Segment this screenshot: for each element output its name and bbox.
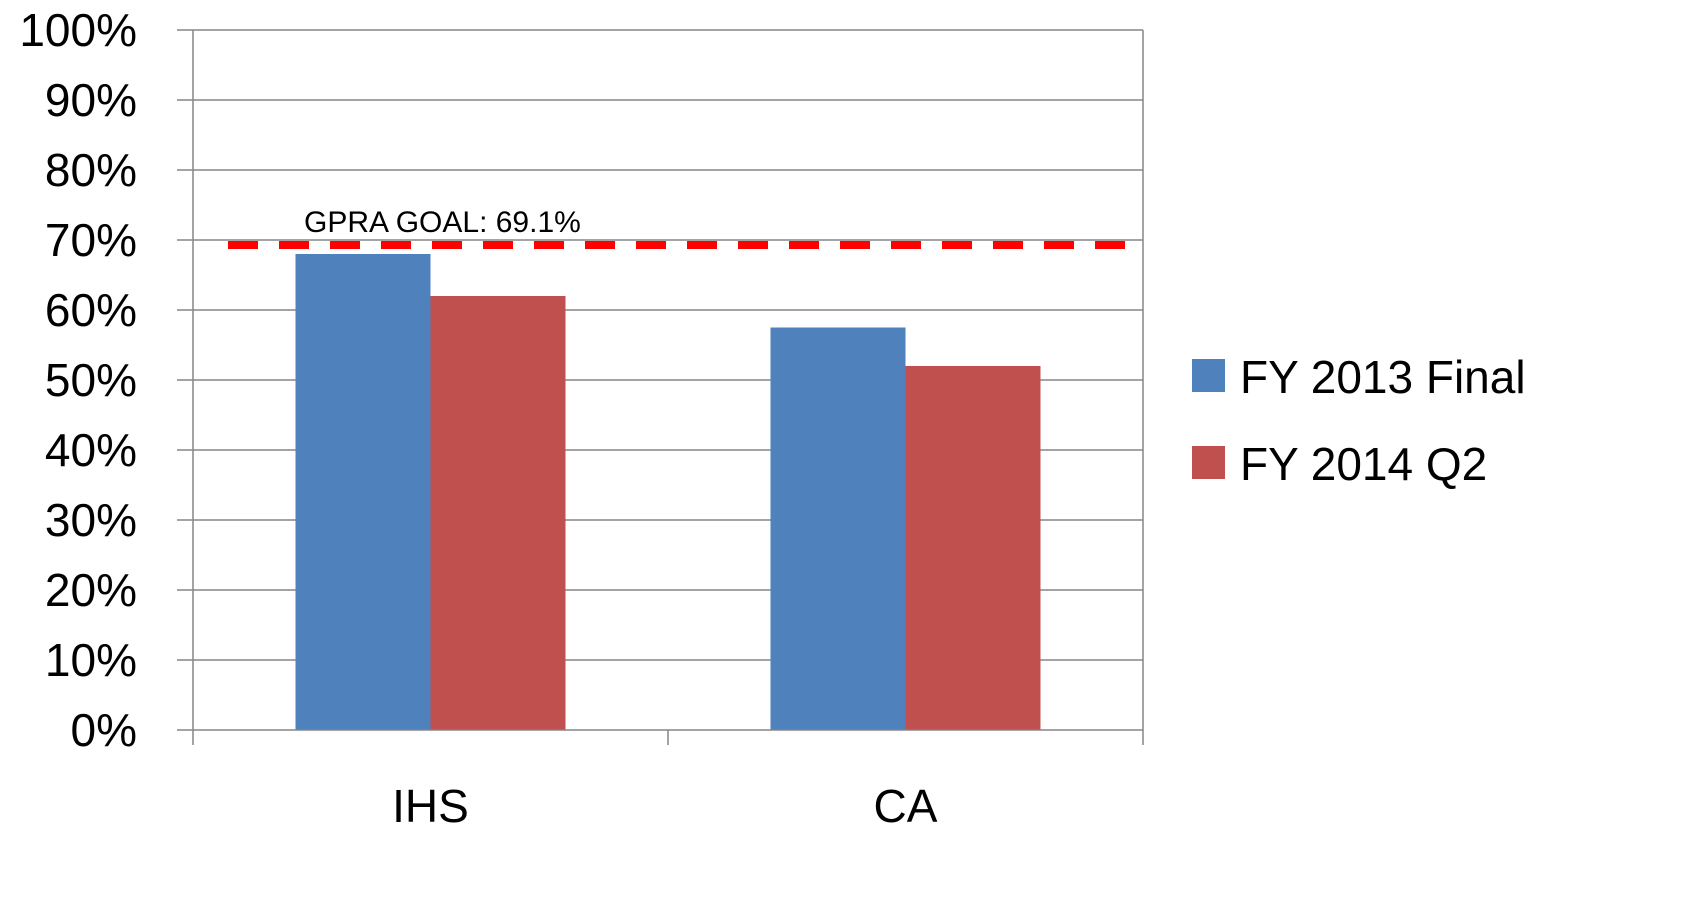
reference-line-group: GPRA GOAL: 69.1% bbox=[228, 206, 1132, 249]
y-tick-label: 50% bbox=[45, 354, 137, 406]
x-category-label: CA bbox=[874, 780, 938, 832]
y-tick-label: 60% bbox=[45, 284, 137, 336]
y-tick-label: 70% bbox=[45, 214, 137, 266]
legend-swatch-series-1 bbox=[1192, 359, 1225, 392]
legend-label-series-2: FY 2014 Q2 bbox=[1240, 438, 1487, 490]
y-tick-label: 10% bbox=[45, 634, 137, 686]
y-tick-label: 80% bbox=[45, 144, 137, 196]
goal-reference-label: GPRA GOAL: 69.1% bbox=[304, 206, 581, 239]
axes: 0% 10% 20% 30% 40% 50% 60% 70% 80% 90% 100% IHS CA bbox=[19, 4, 1144, 832]
legend-swatch-series-2 bbox=[1192, 446, 1225, 479]
y-tick-label: 30% bbox=[45, 494, 137, 546]
x-category-label: IHS bbox=[392, 780, 469, 832]
y-tick-label: 90% bbox=[45, 74, 137, 126]
y-tick-label: 0% bbox=[71, 704, 137, 756]
legend-label-series-1: FY 2013 Final bbox=[1240, 351, 1526, 403]
bars bbox=[295, 254, 1041, 730]
bar-ihs-series-1 bbox=[295, 254, 431, 730]
y-tick-label: 40% bbox=[45, 424, 137, 476]
bar-ihs-series-2 bbox=[430, 296, 566, 730]
y-tick-label: 100% bbox=[19, 4, 137, 56]
bar-ca-series-1 bbox=[770, 327, 906, 730]
y-tick-label: 20% bbox=[45, 564, 137, 616]
bar-ca-series-2 bbox=[905, 366, 1041, 730]
legend: FY 2013 Final FY 2014 Q2 bbox=[1192, 351, 1526, 490]
